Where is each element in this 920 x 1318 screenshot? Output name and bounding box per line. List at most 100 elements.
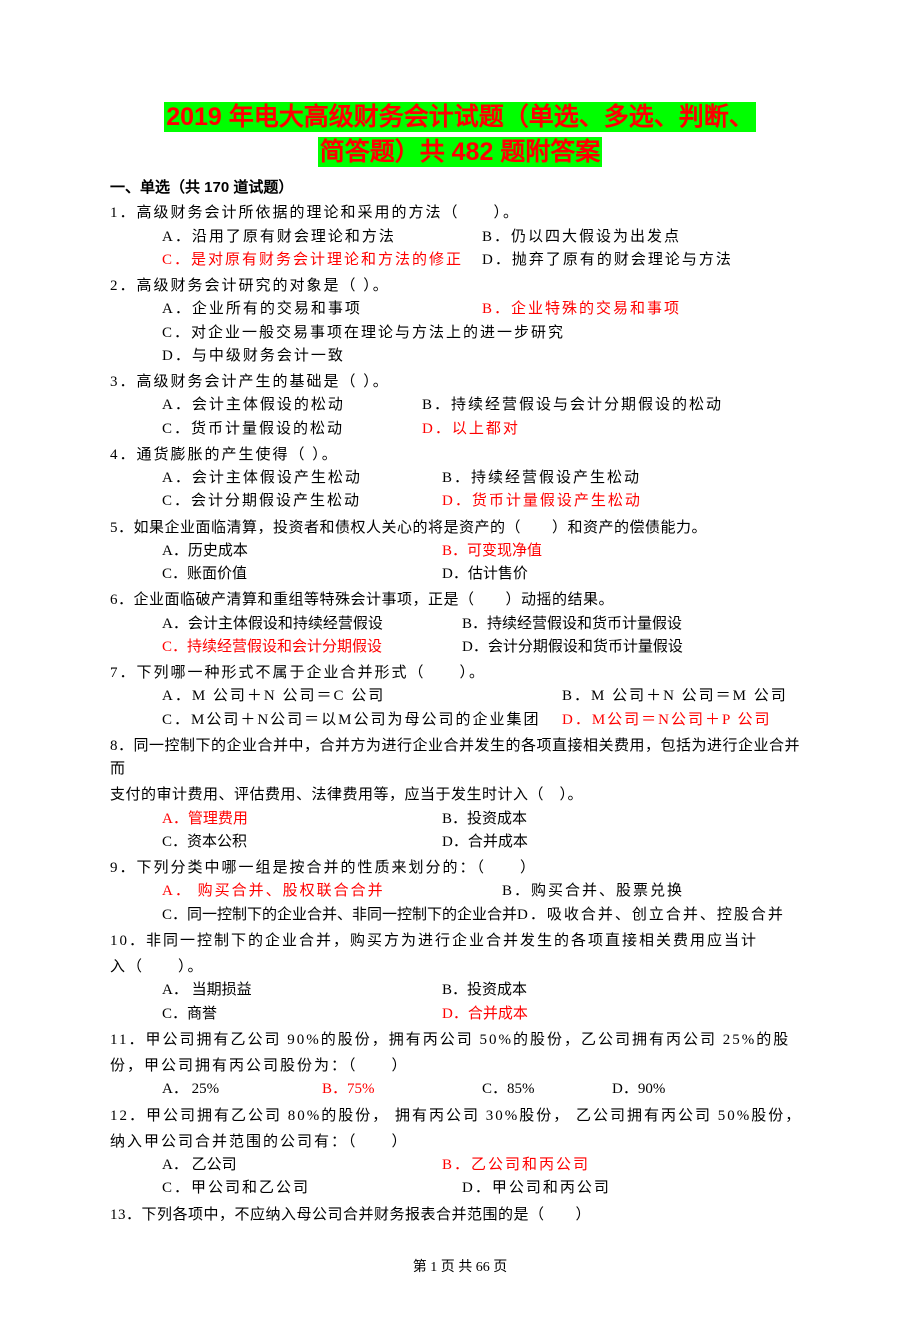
question-text: 甲公司拥有乙公司 80%的股份， 拥有丙公司 30%股份， 乙公司拥有丙公司 5… [146,1108,802,1124]
option-row: A． 购买合并、股权联合合并B．购买合并、股票兑换 [110,880,810,903]
document-page: 2019 年电大高级财务会计试题（单选、多选、判断、 简答题）共 482 题附答… [0,0,920,1318]
option-row: C．会计分期假设产生松动D．货币计量假设产生松动 [110,490,810,513]
question-number: 9． [110,857,137,880]
option: D．会计分期假设和货币计量假设 [462,636,683,659]
option: A．历史成本 [162,540,442,563]
option: B．75% [322,1078,482,1101]
option: D．与中级财务会计一致 [162,345,345,368]
question-text: 高级财务会计研究的对象是（ ）。 [137,278,390,294]
question-list: 1． 高级财务会计所依据的理论和采用的方法（ ）。A．沿用了原有财会理论和方法B… [110,202,810,1227]
question-text-cont: 份，甲公司拥有丙公司股份为：（ ） [110,1055,810,1078]
option: C．会计分期假设产生松动 [162,490,442,513]
option: D．M公司＝N公司＋P 公司 [562,709,772,732]
question: 13． 下列各项中，不应纳入母公司合并财务报表合并范围的是（ ） [110,1204,810,1227]
option-row: C．是对原有财务会计理论和方法的修正D．抛弃了原有的财会理论与方法 [110,249,810,272]
option-row: A．企业所有的交易和事项B．企业特殊的交易和事项 [110,298,810,321]
option: B．M 公司＋N 公司＝M 公司 [562,685,788,708]
question-text: 下列各项中，不应纳入母公司合并财务报表合并范围的是（ ） [142,1207,592,1223]
option-row: C．甲公司和乙公司D．甲公司和丙公司 [110,1177,810,1200]
option-row: C．对企业一般交易事项在理论与方法上的进一步研究 [110,322,810,345]
option-row: A．会计主体假设和持续经营假设B．持续经营假设和货币计量假设 [110,613,810,636]
option: B．持续经营假设和货币计量假设 [462,613,682,636]
question-text: 下列分类中哪一组是按合并的性质来划分的：（ ） [137,860,538,876]
section-header: 一、单选（共 170 道试题） [110,176,810,199]
option-row: C．持续经营假设和会计分期假设D．会计分期假设和货币计量假设 [110,636,810,659]
option: D．货币计量假设产生松动 [442,490,642,513]
option: A．沿用了原有财会理论和方法 [162,226,482,249]
option: B．乙公司和丙公司 [442,1154,590,1177]
question-text: 如果企业面临清算，投资者和债权人关心的将是资产的（ ）和资产的偿债能力。 [134,520,708,536]
question: 10． 非同一控制下的企业合并，购买方为进行企业合并发生的各项直接相关费用应当计 [110,930,810,953]
option: A．管理费用 [162,808,442,831]
option: B．投资成本 [442,808,527,831]
option: B．仍以四大假设为出发点 [482,226,681,249]
option: C．85% [482,1078,612,1101]
title-line1: 2019 年电大高级财务会计试题（单选、多选、判断、 [164,102,756,132]
question-number: 10． [110,930,146,953]
question: 8． 同一控制下的企业合并中，合并方为进行企业合并发生的各项直接相关费用，包括为… [110,735,810,782]
option: A． 25% [162,1078,322,1101]
option: B．持续经营假设与会计分期假设的松动 [422,394,723,417]
question-text: 同一控制下的企业合并中，合并方为进行企业合并发生的各项直接相关费用，包括为进行企… [110,738,800,777]
option-row: A．会计主体假设产生松动B．持续经营假设产生松动 [110,467,810,490]
option-row: A． 当期损益B．投资成本 [110,979,810,1002]
option: D．合并成本 [442,831,528,854]
option-row: C．M公司＋N公司＝以M公司为母公司的企业集团D．M公司＝N公司＋P 公司 [110,709,810,732]
page-footer: 第 1 页 共 66 页 [110,1257,810,1279]
question-number: 13． [110,1204,142,1227]
option: A．企业所有的交易和事项 [162,298,482,321]
question-text: 高级财务会计产生的基础是（ ）。 [137,374,390,390]
option: B．可变现净值 [442,540,542,563]
question-number: 6． [110,589,134,612]
option: B．投资成本 [442,979,527,1002]
option: A．会计主体假设产生松动 [162,467,442,490]
option: D．吸收合并、创立合并、控股合并 [517,904,785,927]
option-row: C．同一控制下的企业合并、非同一控制下的企业合并D．吸收合并、创立合并、控股合并 [110,904,810,927]
question-number: 4． [110,444,137,467]
question: 6． 企业面临破产清算和重组等特殊会计事项，正是（ ）动摇的结果。 [110,589,810,612]
document-title: 2019 年电大高级财务会计试题（单选、多选、判断、 简答题）共 482 题附答… [110,100,810,170]
option: C．对企业一般交易事项在理论与方法上的进一步研究 [162,322,565,345]
question-number: 8． [110,735,134,758]
question: 5． 如果企业面临清算，投资者和债权人关心的将是资产的（ ）和资产的偿债能力。 [110,517,810,540]
option: C．是对原有财务会计理论和方法的修正 [162,249,482,272]
option: B．购买合并、股票兑换 [502,880,684,903]
question: 9． 下列分类中哪一组是按合并的性质来划分的：（ ） [110,857,810,880]
question-number: 3． [110,371,137,394]
option-row: A．历史成本B．可变现净值 [110,540,810,563]
option: A． 购买合并、股权联合合并 [162,880,502,903]
question-text: 非同一控制下的企业合并，购买方为进行企业合并发生的各项直接相关费用应当计 [146,933,758,949]
option: D．以上都对 [422,418,520,441]
question-number: 2． [110,275,137,298]
option: C．货币计量假设的松动 [162,418,422,441]
option: A．会计主体假设的松动 [162,394,422,417]
option: D．估计售价 [442,563,528,586]
question-text: 下列哪一种形式不属于企业合并形式（ ）。 [137,665,487,681]
option-row: D．与中级财务会计一致 [110,345,810,368]
question-number: 7． [110,662,137,685]
option: C．资本公积 [162,831,442,854]
option: C．同一控制下的企业合并、非同一控制下的企业合并 [162,904,517,927]
question: 4． 通货膨胀的产生使得（ ）。 [110,444,810,467]
option: A． 当期损益 [162,979,442,1002]
option-row: A．M 公司＋N 公司＝C 公司B．M 公司＋N 公司＝M 公司 [110,685,810,708]
question: 7． 下列哪一种形式不属于企业合并形式（ ）。 [110,662,810,685]
option: B．持续经营假设产生松动 [442,467,641,490]
option-row: C．账面价值D．估计售价 [110,563,810,586]
question-text: 高级财务会计所依据的理论和采用的方法（ ）。 [137,205,521,221]
option: C．商誉 [162,1003,442,1026]
option-row: A． 乙公司B．乙公司和丙公司 [110,1154,810,1177]
option: A． 乙公司 [162,1154,442,1177]
option-row: A．管理费用B．投资成本 [110,808,810,831]
question-text: 甲公司拥有乙公司 90%的股份，拥有丙公司 50%的股份，乙公司拥有丙公司 25… [145,1032,790,1048]
question-number: 12． [110,1105,146,1128]
question: 1． 高级财务会计所依据的理论和采用的方法（ ）。 [110,202,810,225]
question-number: 5． [110,517,134,540]
option: B．企业特殊的交易和事项 [482,298,681,321]
option: C．账面价值 [162,563,442,586]
question-text-cont: 纳入甲公司合并范围的公司有：（ ） [110,1131,810,1154]
option-row: C．资本公积D．合并成本 [110,831,810,854]
option: D．甲公司和丙公司 [462,1177,611,1200]
option: D．合并成本 [442,1003,528,1026]
question: 3． 高级财务会计产生的基础是（ ）。 [110,371,810,394]
